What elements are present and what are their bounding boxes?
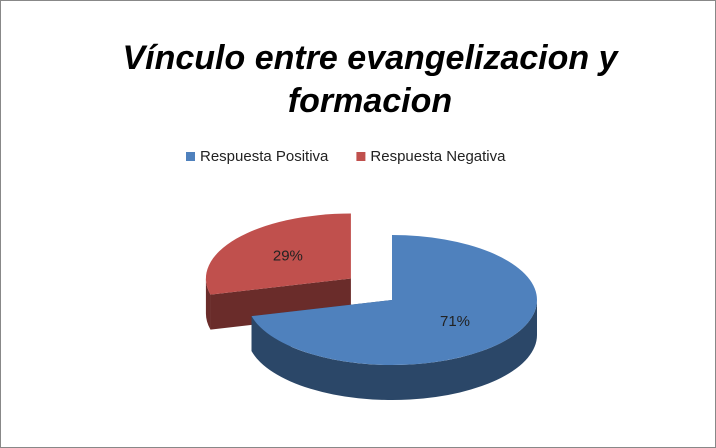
slice (251, 235, 538, 366)
legend-swatch (356, 152, 366, 161)
slice (205, 213, 351, 295)
slice-side (251, 300, 538, 401)
slice-side (205, 278, 211, 330)
legend-label: Respuesta Negativa (370, 148, 506, 165)
legend-label: Respuesta Positiva (200, 148, 329, 165)
data-label: 29% (273, 248, 303, 265)
data-label: 71% (440, 313, 470, 330)
legend-swatch (186, 152, 195, 161)
chart-title: Vínculo entre evangelizacion y formacion (122, 39, 619, 120)
